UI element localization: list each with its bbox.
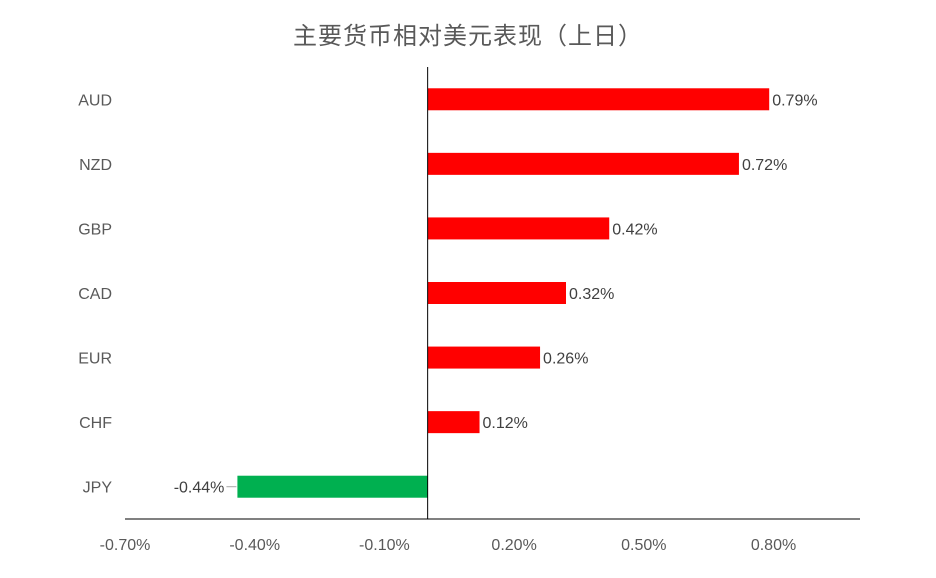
bars-layer	[237, 88, 770, 498]
bar-gbp	[427, 217, 610, 240]
x-tick-label: -0.10%	[359, 537, 410, 554]
x-tick-label: 0.20%	[491, 537, 536, 554]
data-label-cad: 0.32%	[569, 286, 614, 303]
bar-eur	[427, 346, 541, 369]
data-label-eur: 0.26%	[543, 351, 588, 368]
category-label-aud: AUD	[78, 92, 112, 109]
data-label-gbp: 0.42%	[612, 221, 657, 238]
category-label-nzd: NZD	[79, 157, 112, 174]
category-label-gbp: GBP	[78, 221, 112, 238]
data-label-nzd: 0.72%	[742, 157, 787, 174]
x-tick-label: 0.50%	[621, 537, 666, 554]
bar-cad	[427, 282, 566, 304]
category-label-jpy: JPY	[83, 480, 113, 497]
category-label-cad: CAD	[78, 286, 112, 303]
x-tick-label: 0.80%	[751, 537, 796, 554]
bar-jpy	[237, 475, 428, 498]
bar-aud	[427, 88, 770, 111]
x-tick-label: -0.70%	[100, 537, 151, 554]
data-label-chf: 0.12%	[483, 415, 528, 432]
x-tick-label: -0.40%	[229, 537, 280, 554]
chart-title: 主要货币相对美元表现（上日）	[293, 22, 643, 50]
labels-layer: AUD 0.79% NZD 0.72% GBP 0.42% CAD 0.32% EUR 0.26%…	[78, 92, 817, 554]
bar-nzd	[427, 152, 739, 175]
category-label-chf: CHF	[79, 415, 112, 432]
data-label-jpy: -0.44%	[174, 480, 225, 497]
axes-layer	[125, 67, 860, 520]
bar-chf	[427, 411, 480, 434]
category-label-eur: EUR	[78, 351, 112, 368]
data-label-aud: 0.79%	[772, 92, 817, 109]
